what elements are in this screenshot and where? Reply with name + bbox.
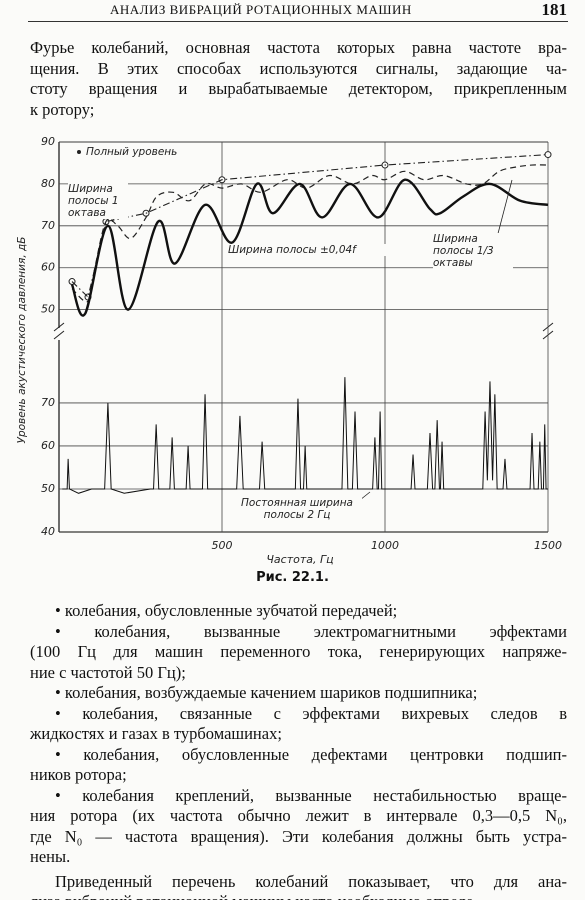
data-line [71, 164, 549, 303]
text-line: Фурье колебаний, основная частота которы… [30, 38, 567, 57]
y-axis-label: Уровень акустического давления, дБ [16, 237, 28, 444]
head-rule [28, 21, 568, 22]
list-line: жидкостях и газах в турбомашинах; [30, 724, 282, 743]
list-line: • колебания, связанные с эффектами вихре… [55, 703, 567, 723]
series-label: Полный уровень [86, 146, 206, 158]
list-line: • колебания, возбуждаемые качением шарик… [55, 683, 478, 702]
y-tick-label: 60 [41, 261, 55, 274]
list-line: нены. [30, 847, 71, 866]
y-tick-label: 50 [41, 303, 55, 316]
data-line [71, 154, 549, 299]
x-tick-label: 500 [212, 539, 233, 552]
text-line: лиза вибраций ротационной машины часто н… [30, 892, 567, 900]
x-axis-label: Частота, Гц [266, 553, 333, 566]
text-line: стоту вращения и вырабатываемые детектор… [30, 79, 567, 98]
data-point [544, 151, 552, 159]
figure: 500 1000 1500 50 60 70 80 90 40 50 60 70 Уровень аку… [16, 135, 562, 566]
text-line: Приведенный перечень колебаний показывае… [55, 871, 567, 891]
x-tick-label: 1500 [534, 539, 562, 552]
list-line: • колебания, вызванные электромагнитными… [55, 621, 567, 641]
y-tick-label: 70 [41, 396, 55, 409]
series-label: Ширина полосы ±0,04f [228, 244, 388, 256]
legend-marker [77, 150, 81, 154]
list-line: • колебания, обусловленные дефектами цен… [55, 744, 567, 764]
series-label: Ширина полосы 1 октава [68, 183, 128, 219]
list-line: • колебания креплений, вызванные нестаби… [55, 785, 567, 805]
running-head: АНАЛИЗ ВИБРАЦИЙ РОТАЦИОННЫХ МАШИН [110, 2, 412, 17]
list-line: (100 Гц для машин переменного тока, гене… [30, 642, 567, 661]
data-line [62, 377, 548, 494]
list-line: ния ротора (их частота обычно лежит в ин… [30, 806, 567, 825]
y-tick-label: 40 [41, 525, 55, 538]
y-tick-label: 50 [41, 482, 55, 495]
y-tick-label: 60 [41, 439, 55, 452]
data-line [70, 178, 549, 317]
figure-caption: Рис. 22.1. [256, 570, 329, 585]
text-line: к ротору; [30, 99, 95, 119]
list-line: ников ротора; [30, 765, 127, 784]
list-line: где N₀ — частота вращения). Эти колебани… [30, 826, 567, 846]
y-tick-label: 80 [41, 177, 55, 190]
page-number: 181 [541, 0, 568, 19]
series-label: Постоянная ширина полосы 2 Гц [232, 497, 362, 521]
y-tick-label: 70 [41, 219, 55, 232]
series-label: Ширина полосы 1/3 октавы [433, 233, 513, 269]
axis-break [53, 322, 65, 332]
axis-break [53, 330, 65, 340]
y-tick-label: 90 [41, 135, 55, 148]
list-line: ние с частотой 50 Гц); [30, 662, 186, 682]
text-line: щения. В этих способах используются сигн… [30, 58, 567, 78]
list-line: • колебания, обусловленные зубчатой пере… [55, 601, 398, 620]
x-tick-label: 1000 [371, 539, 399, 552]
